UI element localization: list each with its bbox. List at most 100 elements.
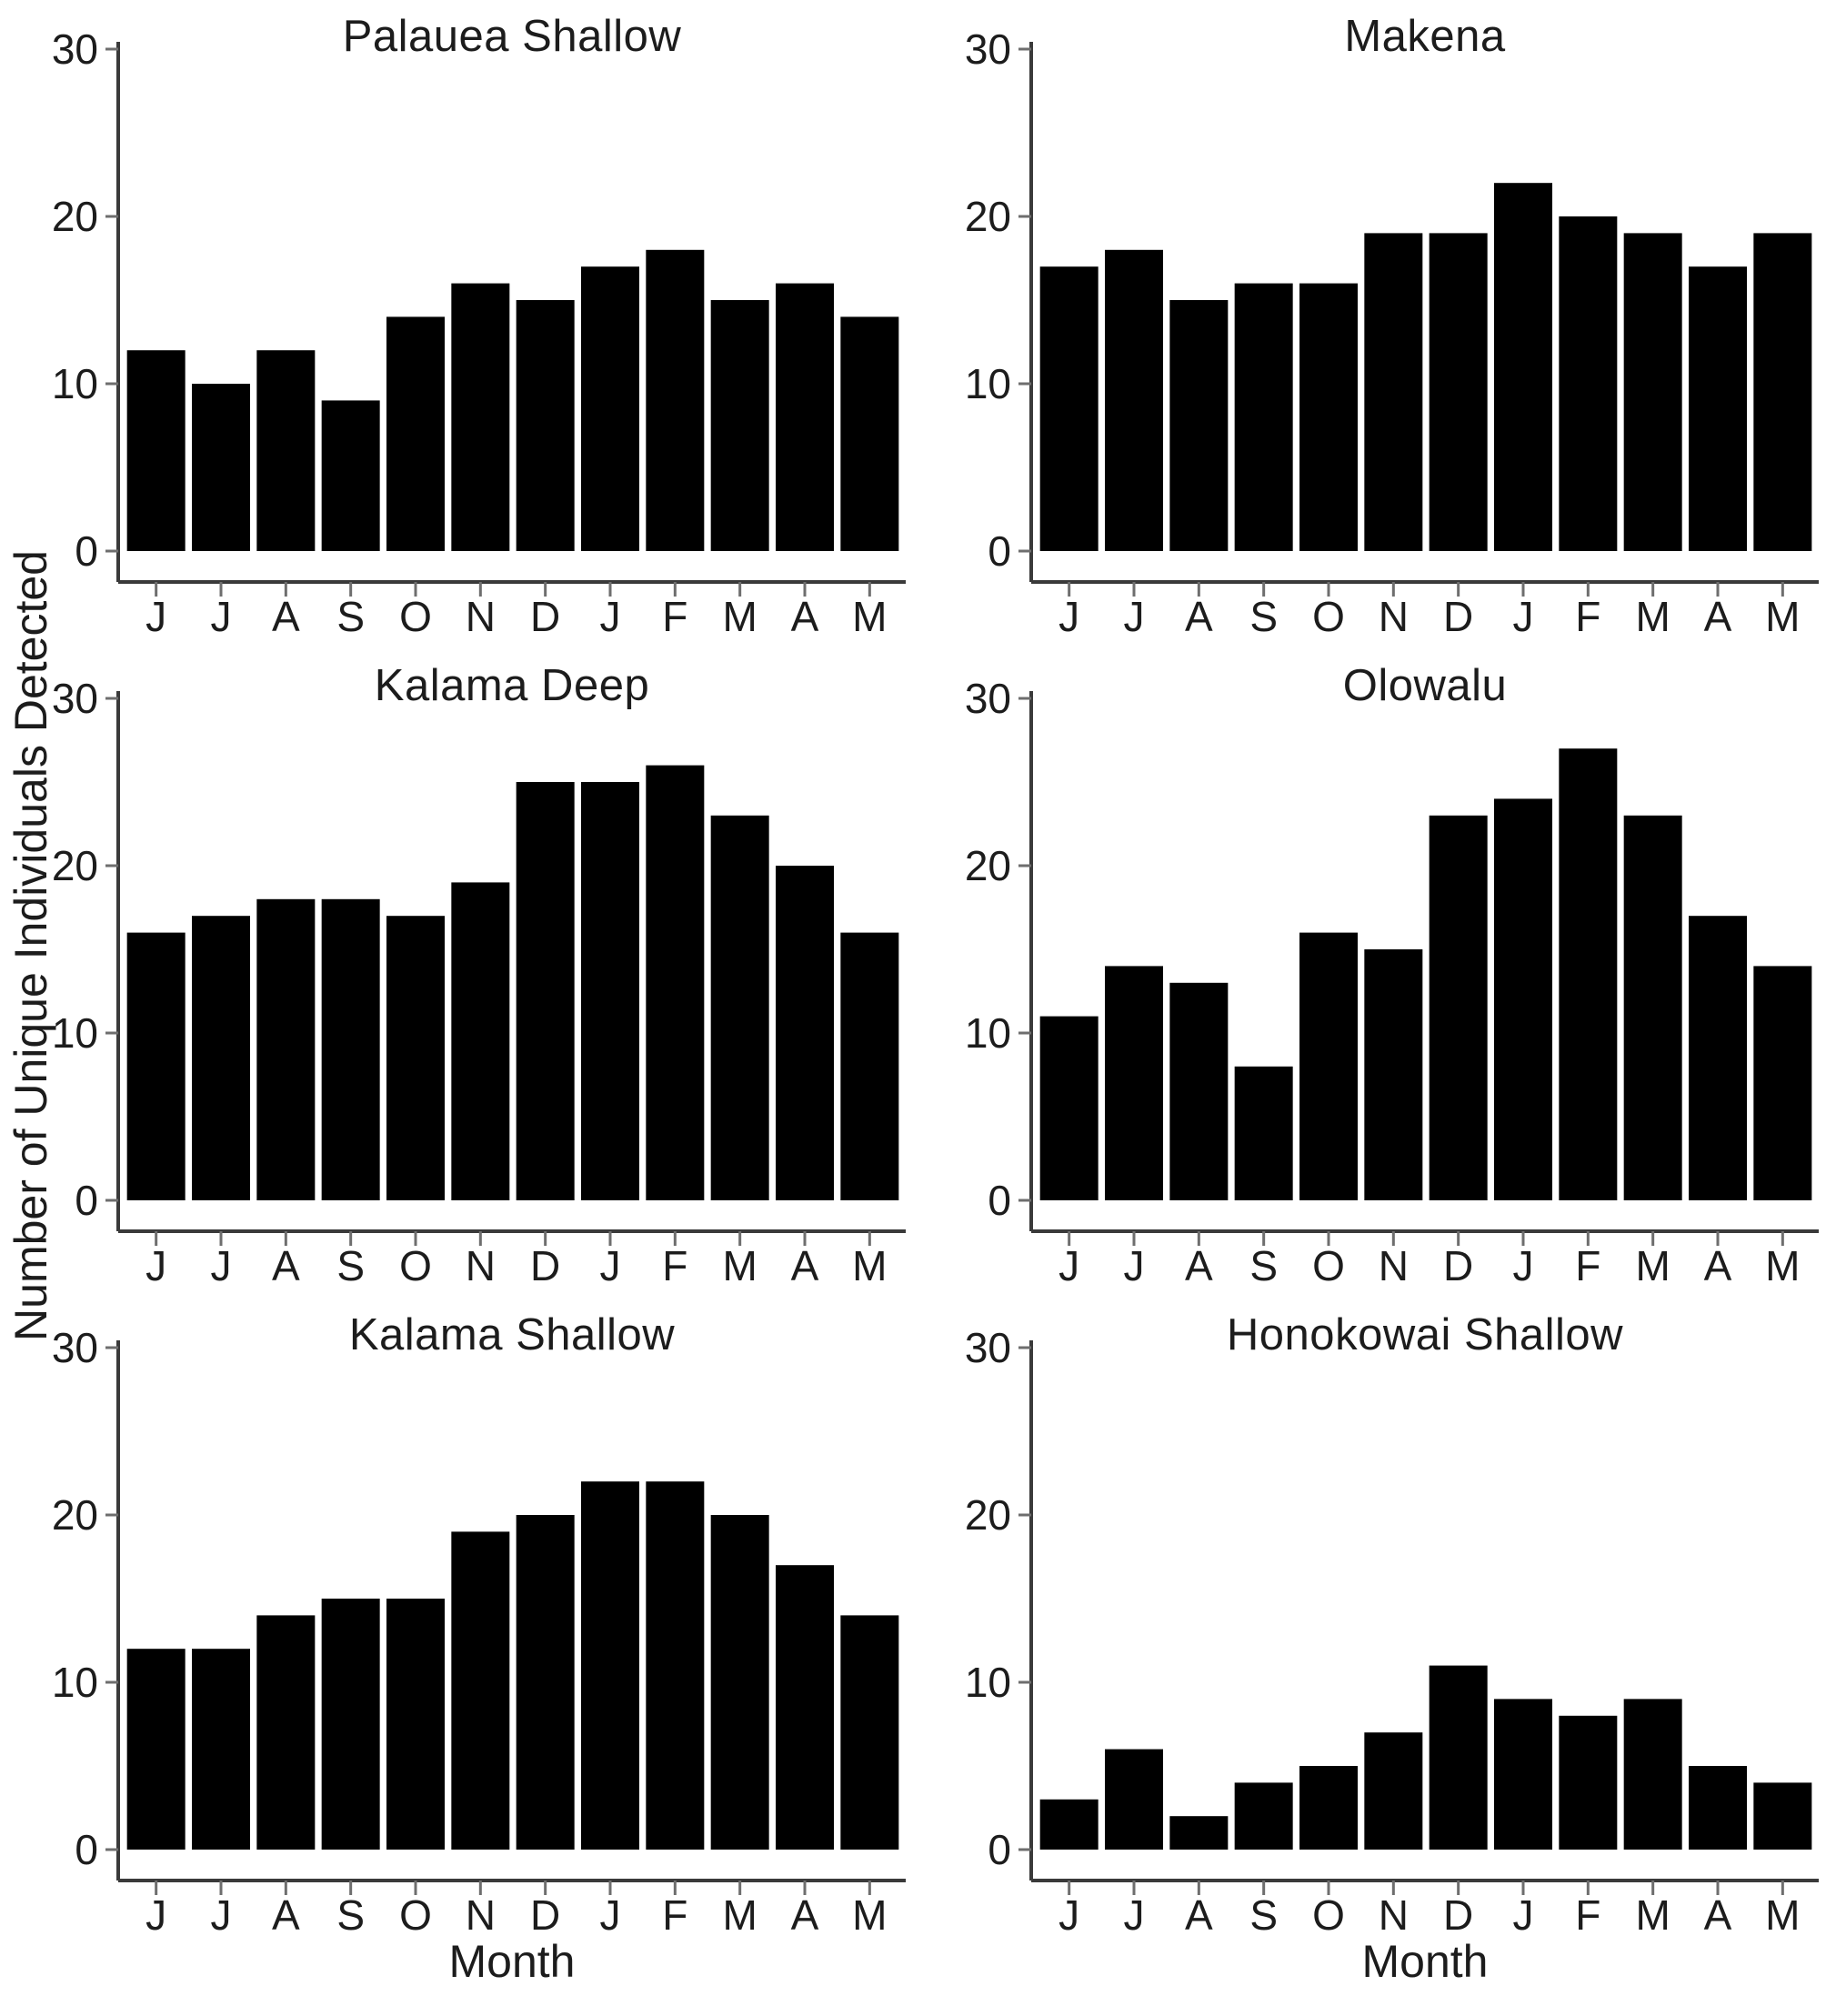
x-tick-label: M [1765, 1891, 1800, 1933]
bar-N-5 [451, 882, 510, 1200]
bar-S-3 [1234, 283, 1293, 551]
bar-S-3 [321, 1599, 380, 1850]
x-tick-label: D [530, 1242, 560, 1284]
x-tick-label: J [145, 1242, 166, 1284]
x-tick-label: M [1765, 593, 1800, 635]
y-tick-label: 20 [965, 193, 1011, 240]
bar-O-4 [386, 1599, 445, 1850]
bar-F-8 [1559, 216, 1618, 551]
bar-F-8 [646, 765, 705, 1200]
x-tick-label: S [1249, 1242, 1278, 1284]
panel-title: Kalama Shallow [348, 1310, 676, 1359]
bar-M-9 [710, 300, 769, 551]
bar-J-1 [1105, 249, 1163, 551]
panel-kalama-deep: Kalama Deep 0 10 20 30 J J A S O N D J F M A M [0, 657, 913, 1284]
bar-M-11 [1753, 233, 1812, 551]
x-tick-label: J [1513, 1891, 1534, 1933]
x-tick-label: J [211, 593, 232, 635]
bar-A-10 [1689, 1766, 1747, 1850]
x-tick-label: A [1185, 1891, 1213, 1933]
bar-A-2 [1169, 982, 1229, 1200]
x-tick-label: J [1058, 593, 1079, 635]
x-tick-label: J [600, 593, 621, 635]
panel-olowalu: Olowalu 0 10 20 30 J J A S O N D J F M A M [913, 657, 1826, 1284]
bar-S-3 [321, 898, 380, 1200]
bar-J-0 [126, 932, 186, 1200]
x-tick-label: J [1513, 593, 1534, 635]
bar-A-2 [1169, 1816, 1229, 1850]
x-tick-label: A [1704, 1891, 1732, 1933]
x-tick-label: D [1443, 1242, 1473, 1284]
y-tick-label: 10 [965, 1009, 1011, 1057]
bar-F-8 [1559, 1715, 1618, 1850]
y-tick-label: 30 [965, 1324, 1011, 1371]
bar-J-0 [1039, 1016, 1099, 1200]
bar-J-7 [1494, 798, 1552, 1200]
bar-J-7 [581, 782, 639, 1200]
bar-A-10 [1689, 266, 1747, 551]
bar-M-9 [710, 815, 769, 1200]
x-tick-label: A [1704, 593, 1732, 635]
bar-J-1 [192, 916, 250, 1200]
x-tick-label: M [723, 593, 757, 635]
bar-N-5 [1364, 1732, 1423, 1850]
bar-O-4 [1299, 1766, 1358, 1850]
x-tick-label: O [399, 593, 432, 635]
panel-title: Olowalu [1342, 661, 1508, 710]
bar-J-1 [1105, 966, 1163, 1200]
panel-title: Kalama Deep [374, 661, 650, 710]
x-tick-label: M [1765, 1242, 1800, 1284]
x-tick-label: F [662, 1891, 687, 1933]
y-tick-label: 0 [988, 1177, 1011, 1224]
x-tick-label: J [600, 1891, 621, 1933]
panel-honokowai-shallow: Honokowai Shallow 0 10 20 30 J J A S O N D J F M A M Mo… [913, 1306, 1826, 1997]
x-tick-label: A [1704, 1242, 1732, 1284]
bar-N-5 [451, 1531, 510, 1850]
bar-J-1 [1105, 1749, 1163, 1850]
bar-M-11 [840, 932, 899, 1200]
x-tick-label: O [1312, 1891, 1345, 1933]
bar-J-0 [126, 1649, 186, 1850]
bar-A-2 [256, 350, 316, 551]
bar-D-6 [516, 782, 575, 1200]
x-tick-label: A [791, 1891, 819, 1933]
bar-J-7 [1494, 183, 1552, 551]
bar-J-7 [581, 1481, 639, 1850]
x-tick-label: A [272, 1891, 300, 1933]
x-tick-label: M [723, 1891, 757, 1933]
bar-O-4 [386, 916, 445, 1200]
y-tick-label: 20 [965, 1491, 1011, 1539]
x-tick-label: D [1443, 593, 1473, 635]
x-tick-label: N [1379, 593, 1409, 635]
bar-M-11 [1753, 1782, 1812, 1850]
x-tick-label: M [1636, 593, 1670, 635]
x-tick-label: J [211, 1242, 232, 1284]
x-tick-label: S [336, 1891, 365, 1933]
x-tick-label: A [272, 1242, 300, 1284]
bar-M-11 [1753, 966, 1812, 1200]
y-tick-label: 30 [965, 25, 1011, 73]
bar-O-4 [1299, 283, 1358, 551]
bar-J-7 [1494, 1699, 1552, 1850]
x-tick-label: A [1185, 1242, 1213, 1284]
x-tick-label: M [1636, 1891, 1670, 1933]
y-tick-label: 0 [75, 1826, 98, 1873]
panel-palauea-shallow: Palauea Shallow 0 10 20 30 J J A S O N D J F M A M [0, 7, 913, 635]
x-tick-label: F [1575, 1242, 1600, 1284]
y-tick-label: 10 [52, 1659, 98, 1706]
bar-M-11 [840, 1615, 899, 1850]
y-tick-label: 0 [75, 527, 98, 575]
x-tick-label: F [1575, 593, 1600, 635]
bar-A-2 [256, 1615, 316, 1850]
y-tick-label: 20 [965, 842, 1011, 889]
panel-title: Honokowai Shallow [1226, 1310, 1624, 1359]
bar-D-6 [1429, 1665, 1488, 1850]
x-tick-label: A [272, 593, 300, 635]
x-tick-label: O [1312, 1242, 1345, 1284]
x-tick-label: J [1124, 1242, 1145, 1284]
x-tick-label: O [399, 1891, 432, 1933]
